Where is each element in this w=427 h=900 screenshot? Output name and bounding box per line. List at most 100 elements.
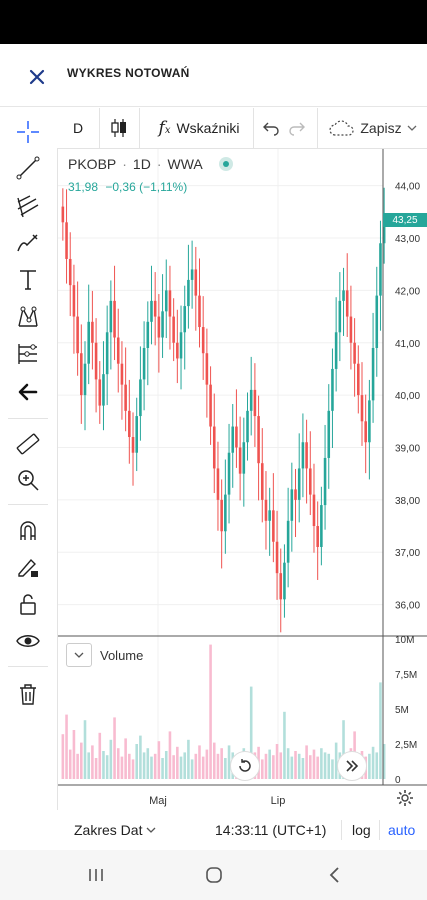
volume-bar (275, 744, 279, 779)
volume-bar (260, 759, 264, 779)
collapse-toolbar-button[interactable] (12, 376, 44, 408)
volume-bar (153, 753, 157, 779)
quote-values: 31,98 −0,36 (−1,11%) (68, 180, 187, 194)
prediction-tool-button[interactable] (12, 338, 44, 370)
hide-drawings-button[interactable] (12, 625, 44, 657)
volume-bar (220, 748, 223, 779)
volume-axis-label: 7,5M (395, 670, 417, 681)
candle-body (80, 353, 83, 396)
candle-body (275, 541, 279, 574)
volume-bar (320, 748, 323, 779)
volume-label: Volume (100, 647, 144, 663)
volume-bar (116, 748, 120, 779)
candle-body (68, 258, 72, 286)
volume-bar (268, 749, 271, 779)
candle-body (220, 499, 223, 532)
volume-bar (201, 756, 205, 779)
indicators-button[interactable]: fx Wskaźniki (145, 108, 253, 148)
remove-drawings-button[interactable] (12, 678, 44, 710)
save-button[interactable]: Zapisz (321, 108, 425, 148)
last-price: 31,98 (68, 180, 99, 194)
lock-all-drawings-button[interactable] (12, 588, 44, 620)
auto-scale-toggle[interactable]: auto (388, 822, 416, 838)
candles-icon (111, 119, 126, 137)
back-button[interactable] (315, 860, 355, 890)
log-scale-toggle[interactable]: log (352, 822, 371, 838)
volume-bar (297, 753, 301, 779)
date-range-button[interactable]: Zakres Dat (74, 810, 156, 850)
candle-body (323, 457, 327, 506)
volume-collapse-button[interactable] (66, 643, 92, 667)
price-axis-label: 44,00 (395, 182, 420, 193)
candle-body (179, 332, 183, 359)
bottom-divider (341, 820, 342, 840)
candle-body (139, 379, 142, 417)
interval-button[interactable]: D (72, 120, 84, 136)
close-button[interactable] (22, 62, 52, 92)
timezone-button[interactable]: 14:33:11 (UTC+1) (215, 822, 327, 838)
volume-bar (342, 720, 345, 779)
lock-drawing-pencil-button[interactable] (12, 551, 44, 583)
recent-apps-button[interactable] (76, 860, 116, 890)
zoom-in-tool-button[interactable] (12, 464, 44, 496)
reset-chart-button[interactable] (230, 751, 260, 781)
volume-bar (290, 756, 294, 779)
redo-button[interactable] (285, 108, 309, 148)
candle-body (345, 290, 349, 317)
volume-bar (98, 732, 102, 779)
chevron-down-icon (74, 652, 84, 658)
price-axis-label: 36,00 (395, 601, 420, 612)
price-chart[interactable]: 44,00 43,00 42,00 41,00 40,00 39,00 38,00 37,00… (58, 149, 427, 809)
trend-line-tool-button[interactable] (12, 152, 44, 184)
candle-body (212, 426, 216, 469)
market-open-icon (218, 157, 233, 171)
toolbar-divider (253, 108, 254, 148)
volume-legend[interactable]: Volume (66, 643, 143, 667)
text-tool-button[interactable] (12, 264, 44, 296)
scroll-to-realtime-button[interactable] (337, 751, 367, 781)
chart-toolbar: D fx Wskaźniki Zapisz (57, 108, 427, 149)
chart-type-button[interactable] (101, 108, 137, 148)
crosshair-tool-button[interactable] (12, 116, 44, 148)
candle-body (190, 269, 194, 280)
volume-bar (371, 746, 375, 779)
volume-bar (128, 753, 131, 779)
candle-body (120, 363, 124, 385)
volume-bar (139, 735, 142, 779)
candle-body (168, 290, 172, 317)
volume-bar (113, 717, 116, 779)
volume-bar (83, 720, 87, 779)
double-chevron-right-icon (346, 760, 359, 772)
pattern-tool-button[interactable] (12, 301, 44, 333)
function-icon: fx (158, 118, 171, 138)
candle-body (172, 316, 175, 343)
toolbar-divider (99, 108, 100, 148)
volume-bar (224, 758, 227, 779)
price-axis-label: 37,00 (395, 548, 420, 559)
chart-settings-button[interactable] (395, 788, 415, 808)
volume-bar (168, 731, 172, 779)
crosshair-icon (17, 121, 39, 143)
undo-button[interactable] (259, 108, 283, 148)
brush-tool-button[interactable] (12, 226, 44, 258)
home-button[interactable] (194, 860, 234, 890)
price-axis-label: 42,00 (395, 286, 420, 297)
symbol-legend[interactable]: PKOBP · 1D · WWA (68, 156, 233, 172)
volume-bar (249, 686, 253, 779)
candle-body (257, 416, 260, 464)
page-title: WYKRES NOTOWAŃ (67, 66, 190, 80)
price-axis-label: 39,00 (395, 443, 420, 454)
volume-bar (286, 748, 290, 779)
volume-bar (198, 745, 201, 779)
arrow-left-icon (18, 383, 38, 401)
volume-bar (157, 741, 161, 779)
fib-tool-button[interactable] (12, 190, 44, 222)
candle-body (98, 379, 102, 406)
candle-body (249, 389, 253, 411)
candle-body (91, 321, 94, 343)
candle-body (194, 269, 198, 296)
candle-body (124, 384, 127, 411)
candle-body (297, 468, 301, 500)
measure-tool-button[interactable] (12, 428, 44, 460)
magnet-tool-button[interactable] (12, 515, 44, 547)
